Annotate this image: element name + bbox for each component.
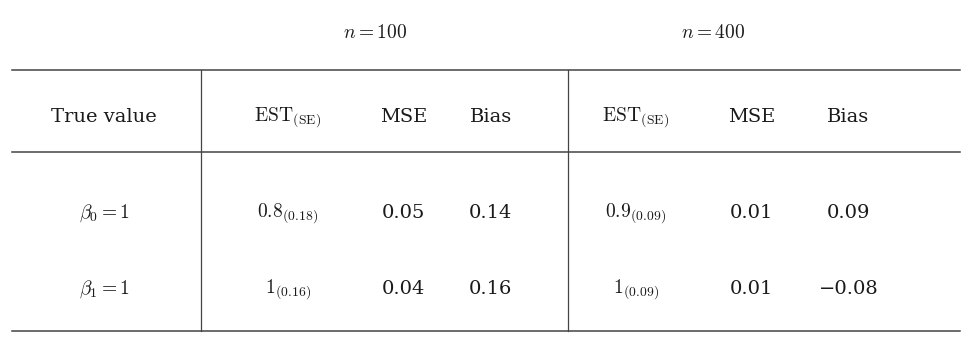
Text: $\beta_0 = 1$: $\beta_0 = 1$ (79, 202, 130, 224)
Text: 0.01: 0.01 (730, 280, 774, 298)
Text: $\mathrm{EST}_{(\mathrm{SE})}$: $\mathrm{EST}_{(\mathrm{SE})}$ (255, 105, 322, 129)
Text: MSE: MSE (728, 108, 776, 126)
Text: $0.9_{(0.09)}$: $0.9_{(0.09)}$ (606, 201, 667, 225)
Text: 0.01: 0.01 (730, 204, 774, 222)
Text: Bias: Bias (469, 108, 512, 126)
Text: MSE: MSE (380, 108, 428, 126)
Text: $n = 400$: $n = 400$ (681, 24, 746, 42)
Text: 0.16: 0.16 (469, 280, 512, 298)
Text: $0.8_{(0.18)}$: $0.8_{(0.18)}$ (258, 201, 319, 225)
Text: 0.09: 0.09 (826, 204, 870, 222)
Text: 0.05: 0.05 (382, 204, 426, 222)
Text: $\mathrm{EST}_{(\mathrm{SE})}$: $\mathrm{EST}_{(\mathrm{SE})}$ (603, 105, 670, 129)
Text: 0.14: 0.14 (469, 204, 512, 222)
Text: 0.04: 0.04 (382, 280, 426, 298)
Text: Bias: Bias (827, 108, 870, 126)
Text: $n = 100$: $n = 100$ (343, 24, 407, 42)
Text: $1_{(0.16)}$: $1_{(0.16)}$ (264, 277, 311, 301)
Text: $1_{(0.09)}$: $1_{(0.09)}$ (612, 277, 659, 301)
Text: True value: True value (52, 108, 157, 126)
Text: $\beta_1 = 1$: $\beta_1 = 1$ (79, 278, 130, 300)
Text: −0.08: −0.08 (818, 280, 879, 298)
